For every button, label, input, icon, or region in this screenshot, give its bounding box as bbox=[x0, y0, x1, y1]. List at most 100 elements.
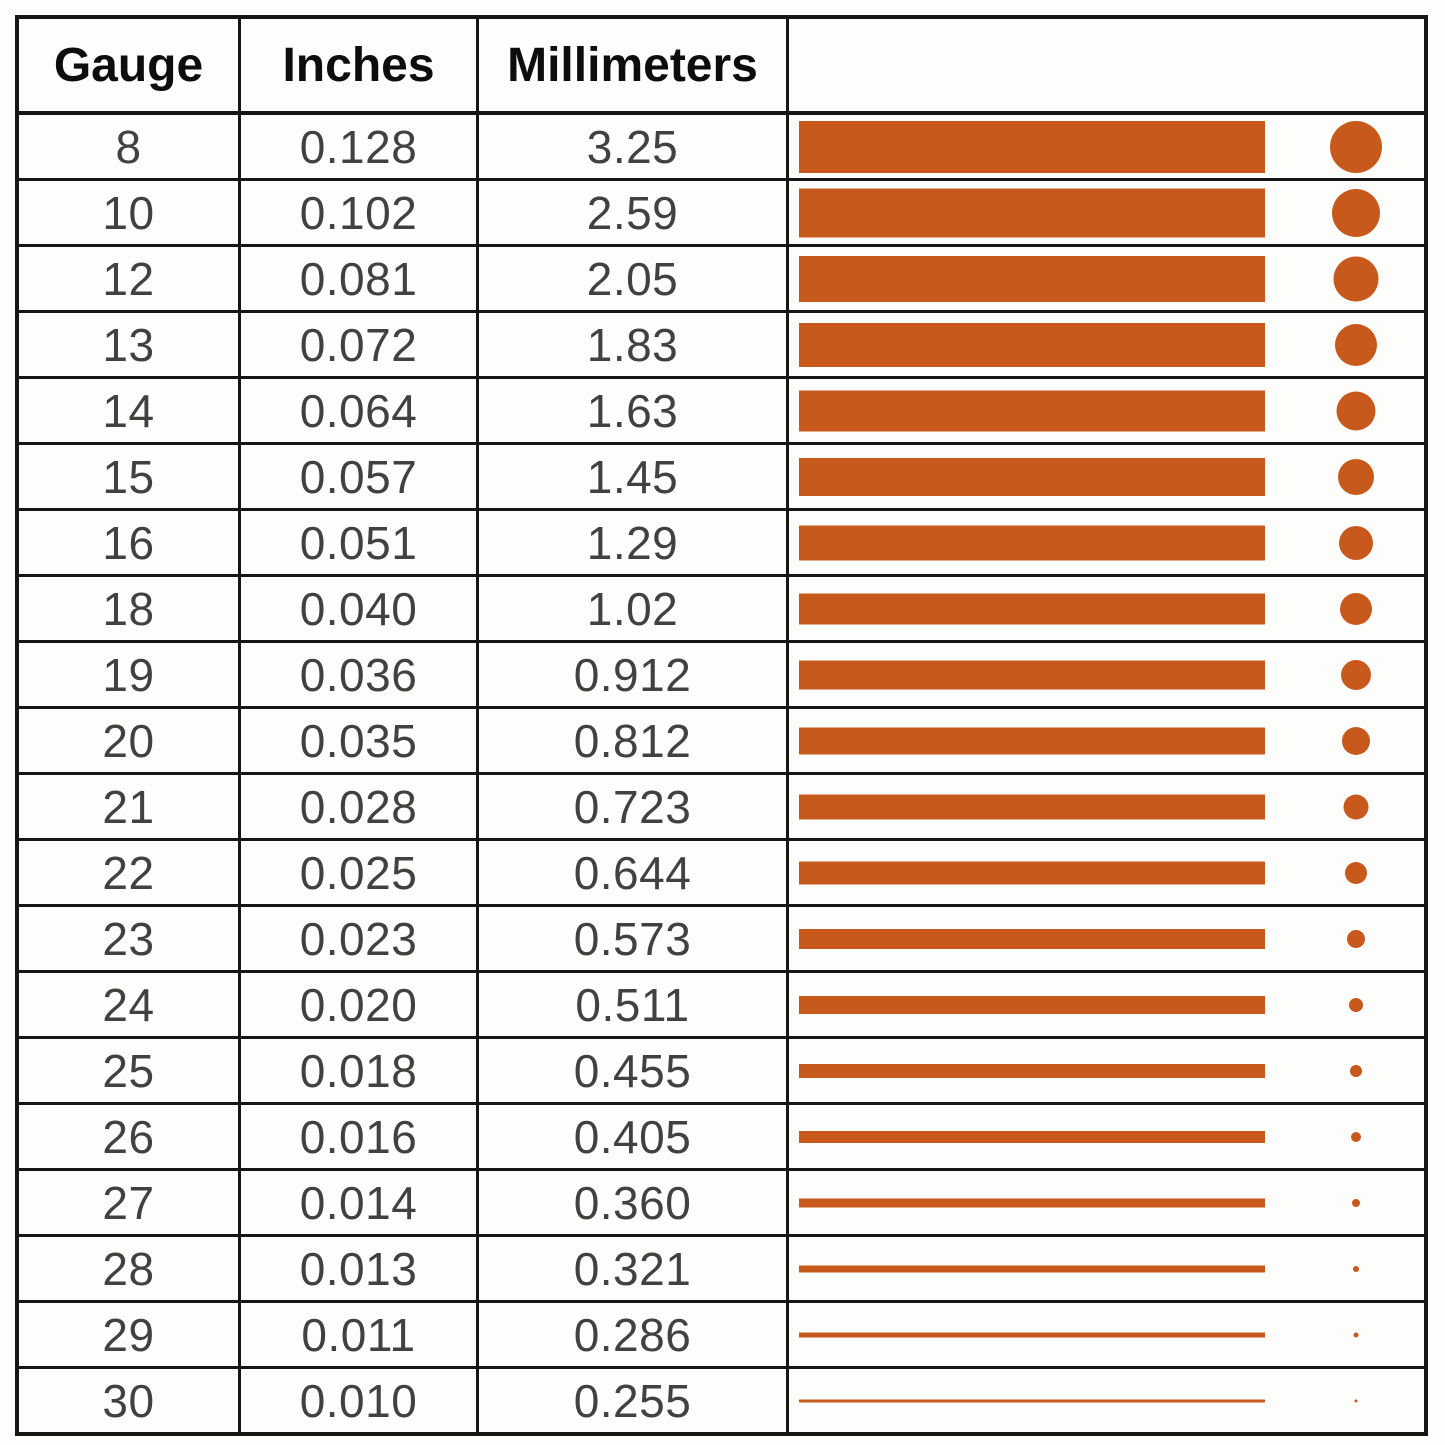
millimeters-cell: 2.59 bbox=[479, 181, 789, 244]
millimeters-cell: 1.02 bbox=[479, 577, 789, 640]
table-body: 8 0.128 3.25 10 0.102 2.59 12 0.081 2.05… bbox=[19, 111, 1424, 1432]
table-row: 22 0.025 0.644 bbox=[19, 838, 1424, 904]
table-row: 28 0.013 0.321 bbox=[19, 1234, 1424, 1300]
millimeters-cell: 1.29 bbox=[479, 511, 789, 574]
gauge-cell: 24 bbox=[19, 973, 241, 1036]
inches-cell: 0.023 bbox=[241, 907, 479, 970]
millimeters-cell: 1.63 bbox=[479, 379, 789, 442]
size-dot bbox=[1339, 525, 1373, 560]
size-dot bbox=[1333, 256, 1379, 301]
inches-cell: 0.013 bbox=[241, 1237, 479, 1300]
size-visual-cell bbox=[789, 379, 1424, 442]
inches-cell: 0.072 bbox=[241, 313, 479, 376]
table-row: 21 0.028 0.723 bbox=[19, 772, 1424, 838]
inches-cell: 0.028 bbox=[241, 775, 479, 838]
inches-cell: 0.081 bbox=[241, 247, 479, 310]
size-bar bbox=[799, 120, 1265, 173]
size-visual-cell bbox=[789, 643, 1424, 706]
size-dot bbox=[1342, 726, 1370, 755]
size-bar bbox=[799, 390, 1265, 431]
table-row: 13 0.072 1.83 bbox=[19, 310, 1424, 376]
size-dot bbox=[1340, 592, 1372, 625]
size-dot bbox=[1335, 323, 1377, 366]
table-row: 18 0.040 1.02 bbox=[19, 574, 1424, 640]
gauge-cell: 13 bbox=[19, 313, 241, 376]
size-visual-cell bbox=[789, 511, 1424, 574]
size-dot bbox=[1354, 1399, 1358, 1402]
size-visual-cell bbox=[789, 1105, 1424, 1168]
size-bar bbox=[799, 457, 1265, 496]
size-bar bbox=[799, 1265, 1265, 1272]
size-dot bbox=[1341, 659, 1371, 690]
size-dot bbox=[1353, 1332, 1359, 1337]
gauge-cell: 22 bbox=[19, 841, 241, 904]
size-bar bbox=[799, 727, 1265, 754]
table-row: 29 0.011 0.286 bbox=[19, 1300, 1424, 1366]
size-visual-cell bbox=[789, 1237, 1424, 1300]
gauge-cell: 26 bbox=[19, 1105, 241, 1168]
table-row: 25 0.018 0.455 bbox=[19, 1036, 1424, 1102]
inches-cell: 0.057 bbox=[241, 445, 479, 508]
wire-gauge-table: Gauge Inches Millimeters 8 0.128 3.25 10… bbox=[15, 15, 1428, 1436]
millimeters-cell: 0.912 bbox=[479, 643, 789, 706]
table-row: 14 0.064 1.63 bbox=[19, 376, 1424, 442]
millimeters-cell: 0.812 bbox=[479, 709, 789, 772]
table-row: 23 0.023 0.573 bbox=[19, 904, 1424, 970]
size-visual-cell bbox=[789, 775, 1424, 838]
size-dot bbox=[1345, 861, 1367, 884]
gauge-cell: 18 bbox=[19, 577, 241, 640]
millimeters-cell: 0.644 bbox=[479, 841, 789, 904]
size-visual-cell bbox=[789, 709, 1424, 772]
size-visual-cell bbox=[789, 577, 1424, 640]
size-bar bbox=[799, 593, 1265, 624]
millimeters-cell: 0.573 bbox=[479, 907, 789, 970]
gauge-cell: 19 bbox=[19, 643, 241, 706]
size-bar bbox=[799, 1130, 1265, 1143]
size-visual-cell bbox=[789, 841, 1424, 904]
size-dot bbox=[1330, 120, 1382, 173]
millimeters-cell: 0.723 bbox=[479, 775, 789, 838]
size-dot bbox=[1332, 188, 1380, 237]
size-bar bbox=[799, 188, 1265, 237]
size-bar bbox=[799, 1063, 1265, 1078]
millimeters-cell: 0.455 bbox=[479, 1039, 789, 1102]
inches-cell: 0.016 bbox=[241, 1105, 479, 1168]
inches-cell: 0.040 bbox=[241, 577, 479, 640]
size-visual-cell bbox=[789, 1171, 1424, 1234]
table-row: 19 0.036 0.912 bbox=[19, 640, 1424, 706]
size-bar bbox=[799, 1399, 1265, 1402]
header-gauge: Gauge bbox=[19, 19, 241, 111]
size-bar bbox=[799, 255, 1265, 302]
size-dot bbox=[1343, 794, 1369, 819]
size-dot bbox=[1338, 458, 1374, 495]
table-row: 8 0.128 3.25 bbox=[19, 111, 1424, 178]
inches-cell: 0.102 bbox=[241, 181, 479, 244]
inches-cell: 0.010 bbox=[241, 1369, 479, 1432]
size-visual-cell bbox=[789, 445, 1424, 508]
size-dot bbox=[1350, 1064, 1362, 1077]
gauge-cell: 28 bbox=[19, 1237, 241, 1300]
header-millimeters: Millimeters bbox=[479, 19, 789, 111]
millimeters-cell: 0.511 bbox=[479, 973, 789, 1036]
gauge-cell: 25 bbox=[19, 1039, 241, 1102]
gauge-cell: 29 bbox=[19, 1303, 241, 1366]
gauge-cell: 30 bbox=[19, 1369, 241, 1432]
size-visual-cell bbox=[789, 313, 1424, 376]
header-inches: Inches bbox=[241, 19, 479, 111]
size-bar bbox=[799, 794, 1265, 819]
table-row: 26 0.016 0.405 bbox=[19, 1102, 1424, 1168]
size-bar bbox=[799, 525, 1265, 560]
gauge-cell: 8 bbox=[19, 115, 241, 178]
size-visual-cell bbox=[789, 973, 1424, 1036]
inches-cell: 0.064 bbox=[241, 379, 479, 442]
inches-cell: 0.025 bbox=[241, 841, 479, 904]
table-row: 20 0.035 0.812 bbox=[19, 706, 1424, 772]
gauge-cell: 20 bbox=[19, 709, 241, 772]
table-row: 10 0.102 2.59 bbox=[19, 178, 1424, 244]
size-bar bbox=[799, 660, 1265, 689]
gauge-cell: 10 bbox=[19, 181, 241, 244]
size-visual-cell bbox=[789, 115, 1424, 178]
size-visual-cell bbox=[789, 181, 1424, 244]
gauge-cell: 12 bbox=[19, 247, 241, 310]
inches-cell: 0.018 bbox=[241, 1039, 479, 1102]
